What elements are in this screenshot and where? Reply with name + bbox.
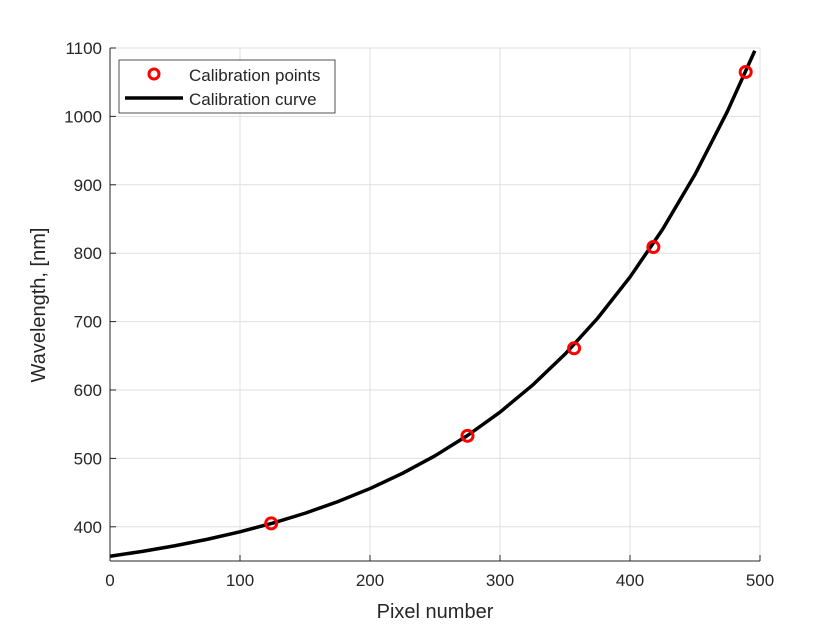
y-tick-label: 500 bbox=[74, 449, 102, 468]
calibration-point bbox=[646, 240, 661, 255]
calibration-point bbox=[738, 64, 753, 79]
x-tick-label: 100 bbox=[226, 571, 254, 590]
y-tick-label: 700 bbox=[74, 313, 102, 332]
x-tick-label: 500 bbox=[746, 571, 774, 590]
curve-layer bbox=[109, 50, 757, 558]
points-layer bbox=[264, 64, 753, 531]
x-tick-label: 400 bbox=[616, 571, 644, 590]
legend: Calibration points Calibration curve bbox=[118, 59, 336, 114]
y-tick-label: 800 bbox=[74, 244, 102, 263]
y-tick-label: 600 bbox=[74, 381, 102, 400]
x-tick-label: 300 bbox=[486, 571, 514, 590]
legend-label-points: Calibration points bbox=[189, 66, 320, 85]
y-tick-label: 1000 bbox=[64, 107, 102, 126]
legend-marker-points bbox=[147, 67, 161, 81]
legend-label-curve: Calibration curve bbox=[189, 90, 317, 109]
y-axis-label: Wavelength, [nm] bbox=[28, 228, 50, 383]
y-tick-label: 400 bbox=[74, 518, 102, 537]
y-tick-label: 900 bbox=[74, 176, 102, 195]
calibration-point bbox=[264, 516, 279, 531]
plot-area bbox=[110, 48, 760, 561]
x-tick-label: 0 bbox=[105, 571, 114, 590]
calibration-point bbox=[460, 428, 475, 443]
calibration-point bbox=[567, 341, 582, 356]
x-tick-label: 200 bbox=[356, 571, 384, 590]
y-tick-label: 1100 bbox=[65, 39, 102, 58]
x-axis-label: Pixel number bbox=[377, 601, 494, 623]
calibration-curve-line bbox=[109, 50, 757, 558]
grid bbox=[109, 47, 761, 561]
axes: 0 100 200 300 400 500 400 500 600 700 800 900 1000 11… bbox=[64, 39, 774, 590]
